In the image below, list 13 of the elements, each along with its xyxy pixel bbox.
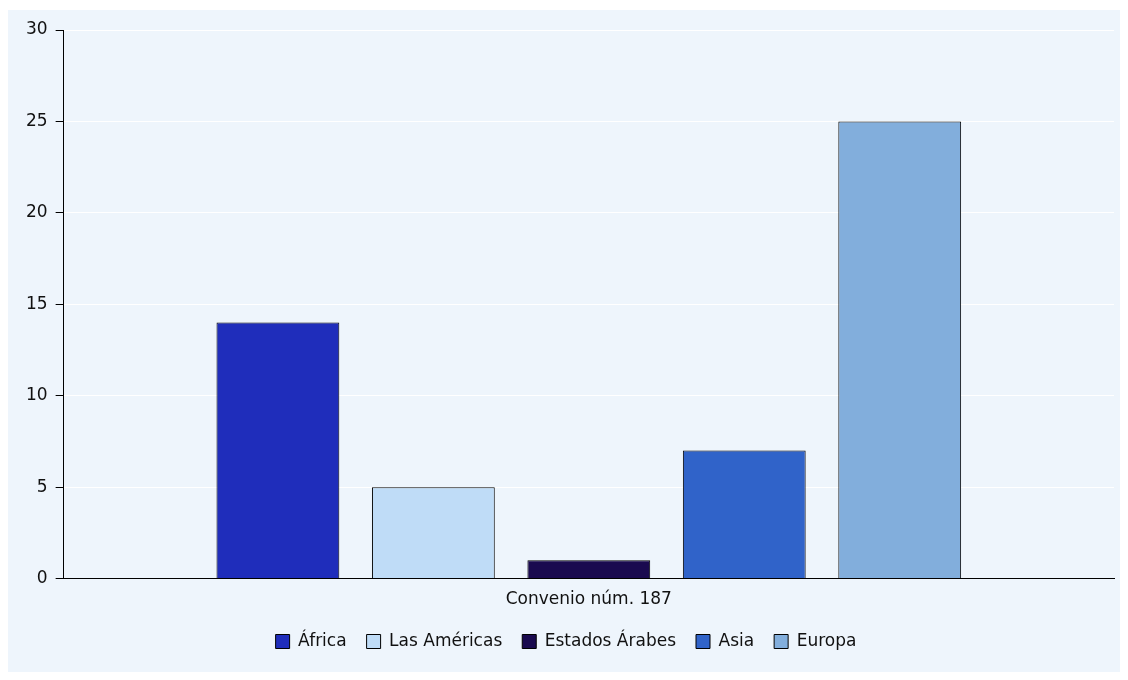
legend-label: Las Américas (389, 629, 503, 650)
x-tick-label: Convenio núm. 187 (505, 588, 672, 609)
legend-label: Europa (796, 629, 857, 650)
legend-label: Asia (718, 629, 755, 650)
y-tick-label: 5 (36, 475, 48, 496)
y-tick-label: 20 (25, 201, 48, 222)
y-tick-label: 10 (25, 384, 48, 405)
legend-label: África (298, 628, 347, 650)
y-tick-label: 25 (25, 109, 48, 130)
y-tick-label: 0 (36, 567, 48, 588)
y-tick-label: 30 (25, 18, 48, 39)
legend-label: Estados Árabes (544, 628, 677, 650)
y-tick-label: 15 (25, 292, 48, 313)
